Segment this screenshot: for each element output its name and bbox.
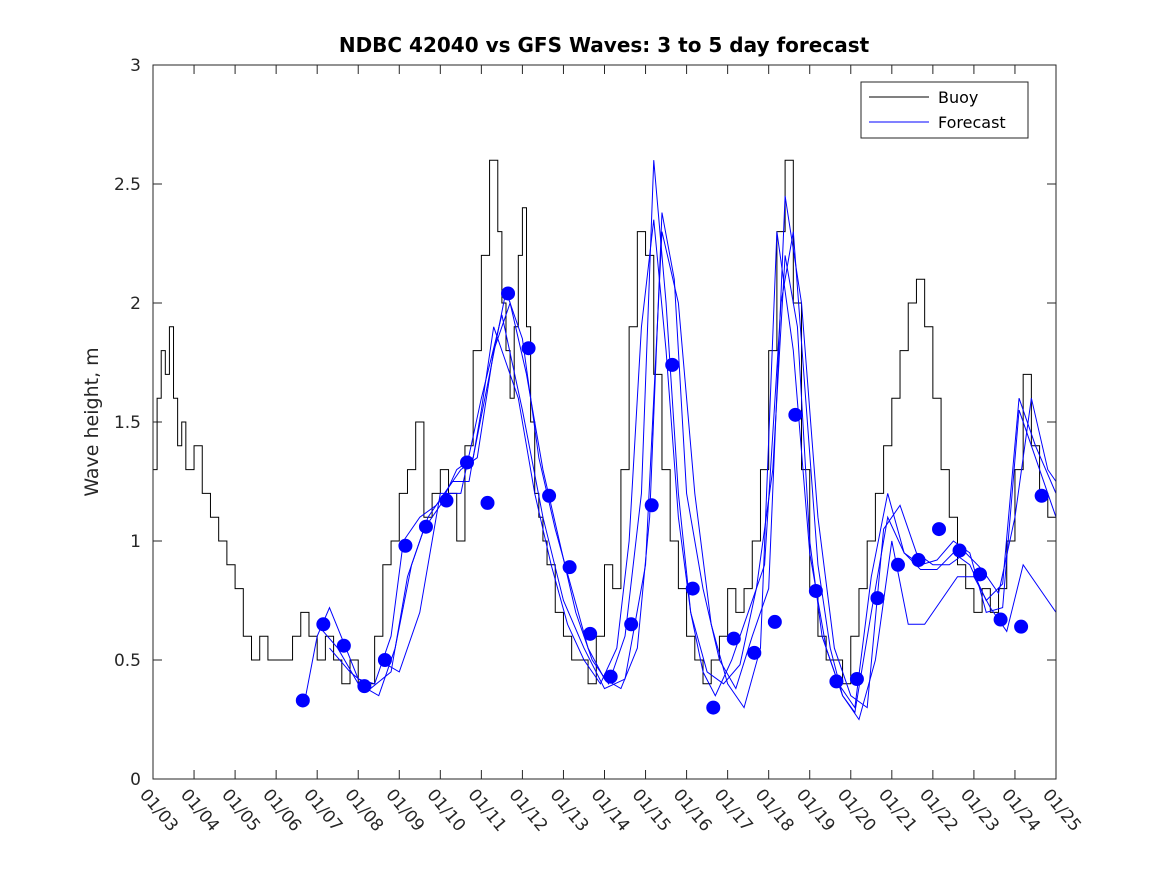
legend-label-forecast: Forecast xyxy=(938,113,1006,132)
forecast-marker xyxy=(890,557,905,572)
forecast-marker xyxy=(1014,619,1029,634)
forecast-marker xyxy=(829,674,844,689)
forecast-marker xyxy=(624,617,639,632)
forecast-marker xyxy=(377,653,392,667)
forecast-marker xyxy=(583,626,598,641)
forecast-marker xyxy=(336,638,351,653)
forecast-marker xyxy=(316,617,331,632)
y-tick-label: 0 xyxy=(130,770,141,790)
forecast-marker xyxy=(747,645,762,660)
legend: Buoy Forecast xyxy=(860,81,1029,139)
forecast-marker xyxy=(521,341,536,356)
y-tick-label: 1 xyxy=(130,532,141,552)
forecast-marker xyxy=(501,286,516,301)
forecast-series-line xyxy=(316,160,1056,709)
forecast-marker xyxy=(952,543,967,558)
forecast-marker xyxy=(439,493,454,508)
y-tick-label: 2 xyxy=(130,294,141,314)
forecast-series-line xyxy=(304,219,1056,714)
forecast-marker xyxy=(295,693,310,708)
legend-label-buoy: Buoy xyxy=(938,88,978,107)
markers-layer xyxy=(295,286,1049,715)
forecast-marker xyxy=(562,560,577,575)
forecast-marker xyxy=(788,407,803,422)
forecast-marker xyxy=(767,614,782,629)
forecast-marker xyxy=(870,591,885,606)
buoy-series-line xyxy=(153,159,1056,685)
legend-box xyxy=(860,81,1029,139)
chart-title: NDBC 42040 vs GFS Waves: 3 to 5 day fore… xyxy=(339,33,870,57)
y-tick-label: 3 xyxy=(130,56,141,76)
forecast-marker xyxy=(932,522,947,537)
forecast-marker xyxy=(808,583,823,598)
forecast-marker xyxy=(973,567,988,582)
forecast-marker xyxy=(459,455,474,470)
forecast-marker xyxy=(357,679,372,694)
forecast-marker xyxy=(542,488,557,503)
y-tick-labels: 0 0.5 1 1.5 2 2.5 3 xyxy=(114,56,141,790)
y-tick-label: 1.5 xyxy=(114,413,141,433)
y-axis-label: Wave height, m xyxy=(81,347,103,496)
forecast-series-line xyxy=(378,231,1056,721)
axis-ticks xyxy=(152,64,1057,780)
plot-area xyxy=(153,65,1056,779)
forecast-marker xyxy=(665,357,680,372)
forecast-marker xyxy=(706,700,721,715)
forecast-marker xyxy=(418,519,433,534)
forecast-marker xyxy=(726,631,741,646)
y-tick-label: 0.5 xyxy=(114,651,141,671)
forecast-marker xyxy=(480,495,495,510)
plot-frame xyxy=(152,64,1057,780)
forecast-marker xyxy=(603,669,618,684)
forecast-marker xyxy=(398,538,413,553)
forecast-marker xyxy=(644,498,659,513)
forecast-marker xyxy=(911,553,926,568)
forecast-marker xyxy=(993,612,1008,627)
forecast-marker xyxy=(1034,488,1049,503)
forecast-marker xyxy=(849,672,864,687)
y-tick-label: 2.5 xyxy=(114,175,141,195)
forecast-marker xyxy=(685,581,700,596)
